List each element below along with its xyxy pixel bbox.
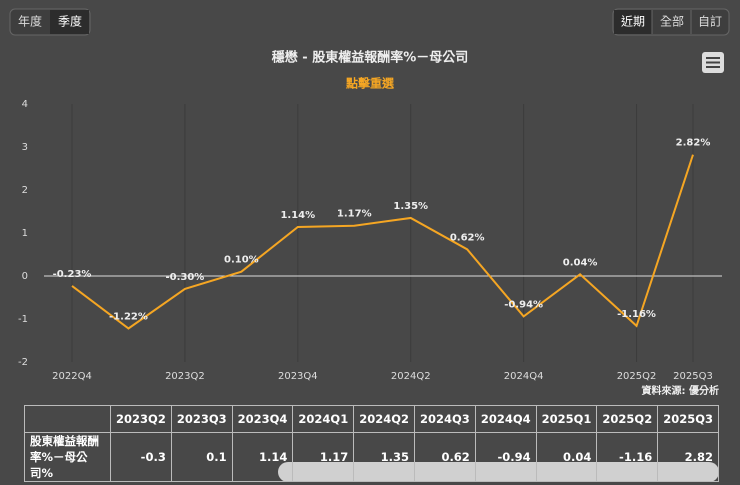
column-header: 2023Q3 bbox=[170, 405, 233, 433]
column-header: 2024Q2 bbox=[353, 405, 416, 433]
row-label: 股東權益報酬率%－母公司% bbox=[23, 432, 112, 482]
column-header: 2023Q4 bbox=[231, 405, 294, 433]
data-label: 1.35% bbox=[393, 201, 428, 212]
all-button[interactable]: 全部 bbox=[660, 14, 684, 29]
data-label: -1.22% bbox=[109, 311, 148, 322]
menu-button[interactable] bbox=[702, 52, 724, 73]
y-tick-label: 3 bbox=[22, 142, 28, 153]
source: 資料來源: 優分析 bbox=[642, 384, 719, 397]
column-header: 2025Q2 bbox=[596, 405, 659, 433]
table-body: 2023Q2 2023Q3 2023Q4 2024Q1 2024Q2 2024Q3 2024… bbox=[23, 405, 719, 482]
table-cell: 0.04 bbox=[535, 432, 598, 482]
table-cell: -0.3 bbox=[110, 432, 172, 482]
column-header: 2024Q4 bbox=[474, 405, 537, 433]
data-table: 2023Q2 2023Q3 2023Q4 2024Q1 2024Q2 2024Q3 2024… bbox=[23, 405, 719, 482]
y-tick-label: -1 bbox=[18, 314, 28, 325]
data-label: -0.23% bbox=[53, 269, 92, 280]
column-header: 2025Q1 bbox=[535, 405, 598, 433]
column-header: 2023Q2 bbox=[110, 405, 172, 433]
data-label: -0.94% bbox=[504, 299, 543, 310]
data-label: -0.30% bbox=[165, 272, 204, 283]
quarter-button[interactable]: 季度 bbox=[58, 14, 82, 29]
y-tick-label: -2 bbox=[18, 357, 28, 368]
column-header: 2025Q3 bbox=[657, 405, 719, 433]
table-cell: 0.1 bbox=[170, 432, 233, 482]
table-cell: 0.62 bbox=[414, 432, 476, 482]
corner-cell bbox=[23, 405, 112, 433]
data-label: 0.10% bbox=[224, 255, 259, 266]
selected-button-bg bbox=[614, 10, 652, 34]
data-label: 0.04% bbox=[563, 257, 598, 268]
chart-title: 穩懋 - 股東權益報酬率%－母公司 bbox=[272, 50, 468, 66]
x-tick-label: 2024Q4 bbox=[504, 371, 544, 382]
x-tick-label: 2023Q4 bbox=[278, 371, 318, 382]
data-label: 2.82% bbox=[676, 138, 711, 149]
table-cell: -1.16 bbox=[596, 432, 659, 482]
recent-button[interactable]: 近期 bbox=[621, 15, 645, 29]
header-row: 2023Q2 2023Q3 2023Q4 2024Q1 2024Q2 2024Q3 2024… bbox=[23, 405, 719, 433]
x-tick-label: 2022Q4 bbox=[52, 371, 92, 382]
table-cell: 2.82 bbox=[657, 432, 719, 482]
y-tick-label: 2 bbox=[22, 185, 28, 196]
y-tick-label: 0 bbox=[22, 271, 28, 282]
x-tick-label: 2024Q2 bbox=[391, 371, 431, 382]
column-header: 2024Q3 bbox=[414, 405, 476, 433]
custom-button[interactable]: 自訂 bbox=[698, 14, 722, 29]
data-label: 0.62% bbox=[450, 232, 485, 243]
data-label: 1.14% bbox=[280, 210, 315, 221]
table-cell: -0.94 bbox=[474, 432, 537, 482]
table-cell: 1.35 bbox=[353, 432, 416, 482]
table-cell: 1.17 bbox=[292, 432, 355, 482]
data-label: 1.17% bbox=[337, 209, 372, 220]
x-tick-label: 2025Q3 bbox=[673, 371, 713, 382]
series-line bbox=[71, 154, 694, 330]
data-row: 股東權益報酬率%－母公司% -0.3 0.1 1.14 1.17 1.35 0.62 -0.9… bbox=[23, 432, 719, 482]
x-tick-label: 2025Q2 bbox=[617, 371, 657, 382]
y-tick-label: 1 bbox=[22, 228, 28, 239]
selected-button-bg bbox=[50, 10, 89, 34]
y-tick-label: 4 bbox=[22, 99, 28, 110]
data-label: -1.16% bbox=[617, 309, 656, 320]
year-button[interactable]: 年度 bbox=[18, 14, 42, 29]
chart-subtitle[interactable]: 點擊重選 bbox=[346, 76, 395, 91]
x-tick-label: 2023Q2 bbox=[165, 371, 205, 382]
column-header: 2024Q1 bbox=[292, 405, 355, 433]
table-cell: 1.14 bbox=[231, 432, 294, 482]
